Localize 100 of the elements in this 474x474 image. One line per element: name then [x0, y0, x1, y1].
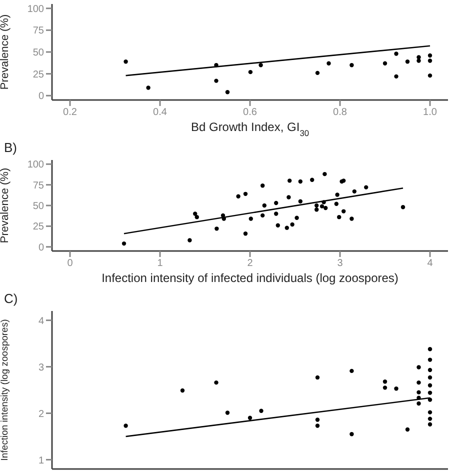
point: [290, 222, 294, 227]
chart-title: C): [3, 291, 19, 307]
point: [428, 422, 432, 426]
point: [382, 61, 388, 66]
point: [322, 172, 327, 176]
y-tick-label: 3: [38, 362, 44, 374]
point: [315, 424, 320, 428]
point: [428, 375, 432, 380]
point: [322, 200, 326, 204]
point: [324, 206, 328, 210]
point: [124, 424, 128, 428]
point: [382, 380, 388, 384]
point: [259, 408, 264, 414]
point: [405, 60, 410, 64]
x-tick-label: 4: [427, 258, 434, 270]
x-tick-label: 1: [157, 258, 164, 270]
point: [394, 386, 398, 391]
point: [364, 185, 368, 190]
y-axis-title: Prevalence (%): [0, 14, 11, 90]
point: [310, 178, 314, 182]
point: [124, 60, 128, 64]
point: [428, 398, 432, 402]
y-axis-title: Prevalence (%): [0, 168, 11, 244]
point: [315, 418, 320, 422]
point: [298, 199, 302, 204]
point: [284, 226, 289, 230]
point: [428, 347, 432, 352]
y-tick-label: 4: [38, 316, 44, 327]
point: [258, 62, 263, 68]
y-tick-label: 0: [38, 242, 44, 254]
point: [320, 204, 324, 208]
y-tick-label: 75: [32, 26, 44, 37]
point: [214, 380, 218, 385]
point: [286, 195, 291, 200]
point: [350, 62, 354, 68]
point: [193, 212, 198, 216]
point: [214, 62, 218, 68]
point: [416, 365, 421, 370]
point: [262, 203, 266, 208]
point: [274, 200, 278, 206]
point: [428, 383, 432, 388]
point: [342, 209, 346, 214]
point: [416, 380, 421, 385]
y-tick-label: 50: [32, 201, 44, 212]
point: [337, 214, 342, 220]
x-tick-label: 0.4: [153, 107, 168, 118]
point: [334, 202, 338, 206]
x-tick-label: 0.8: [333, 107, 348, 118]
point: [243, 232, 248, 236]
point: [428, 73, 432, 78]
point: [260, 213, 265, 218]
point: [326, 61, 331, 66]
point: [405, 427, 410, 432]
point: [416, 390, 421, 394]
point: [314, 208, 319, 212]
chart-title: B): [3, 140, 18, 156]
point: [416, 396, 421, 400]
y-tick-label: 2: [38, 408, 44, 420]
y-tick-label: 100: [27, 4, 44, 15]
point: [225, 410, 230, 415]
point: [122, 241, 126, 246]
point: [350, 216, 354, 221]
point: [352, 189, 356, 194]
point: [180, 388, 185, 393]
x-tick-label: 0.6: [243, 107, 258, 118]
y-tick-label: 1: [38, 455, 44, 466]
point: [428, 58, 432, 63]
point: [382, 386, 388, 390]
y-tick-label: 0: [38, 91, 44, 102]
point: [194, 214, 199, 220]
point: [428, 410, 432, 414]
y-tick-label: 25: [32, 69, 44, 80]
x-tick-label: 0.2: [63, 107, 78, 118]
point: [428, 358, 432, 362]
point: [350, 368, 354, 374]
point: [416, 58, 421, 63]
point: [214, 78, 218, 83]
y-tick-label: 50: [32, 48, 44, 59]
point: [243, 192, 248, 196]
point: [274, 212, 278, 216]
point: [260, 184, 265, 188]
point: [248, 416, 252, 420]
y-tick-label: 75: [32, 180, 44, 192]
x-tick-label: 1.0: [423, 107, 438, 118]
point: [428, 390, 432, 395]
point: [288, 178, 292, 183]
point: [248, 70, 253, 74]
point: [394, 74, 398, 79]
x-axis-title: Bd Growth Index, GI$_{30}$: [190, 120, 310, 138]
point: [315, 375, 320, 380]
point: [225, 90, 230, 94]
x-tick-label: 3: [337, 258, 344, 270]
point: [394, 52, 398, 56]
x-tick-label: 2: [247, 258, 254, 270]
point: [335, 192, 340, 197]
point: [222, 216, 226, 221]
point: [416, 401, 421, 406]
point: [276, 223, 280, 228]
point: [236, 194, 240, 198]
x-tick-label: 0: [67, 258, 74, 270]
